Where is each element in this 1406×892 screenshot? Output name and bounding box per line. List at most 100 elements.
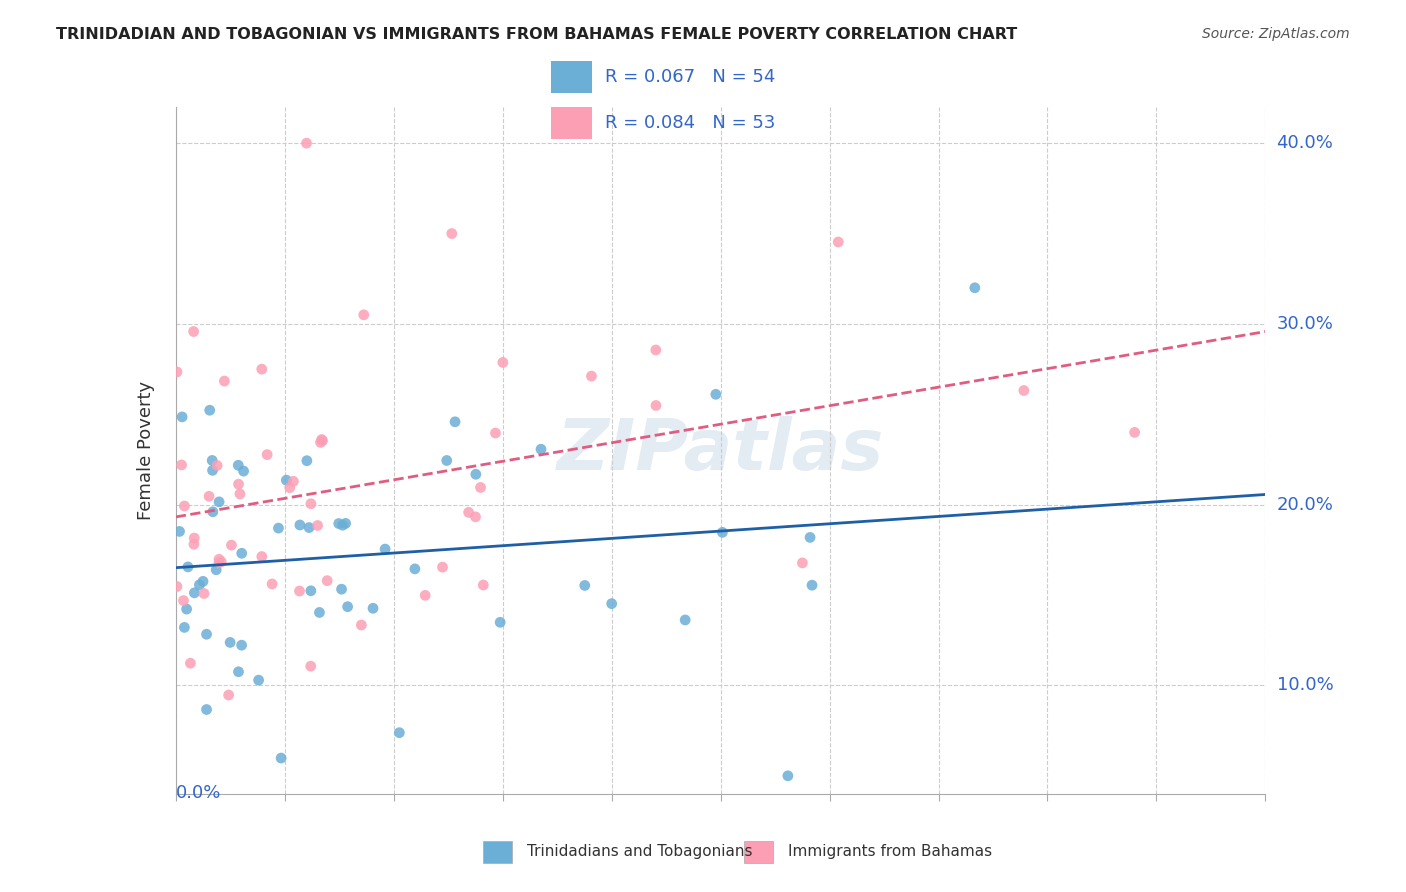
Point — [704, 387, 727, 401]
Point — [332, 518, 354, 533]
Point — [444, 415, 467, 429]
Bar — [551, 107, 592, 139]
Point — [299, 497, 322, 511]
Point — [645, 399, 668, 413]
Text: 10.0%: 10.0% — [1277, 676, 1333, 695]
Point — [827, 235, 849, 249]
Point — [247, 673, 270, 687]
Point — [484, 425, 506, 440]
Point — [299, 583, 322, 598]
Point — [470, 480, 492, 494]
Text: Trinidadians and Tobagonians: Trinidadians and Tobagonians — [527, 845, 752, 859]
Point — [413, 588, 436, 602]
Point — [440, 227, 463, 241]
Point — [201, 463, 224, 477]
Point — [208, 495, 231, 509]
Text: 40.0%: 40.0% — [1277, 134, 1333, 153]
Text: 20.0%: 20.0% — [1277, 496, 1333, 514]
Point — [288, 584, 311, 599]
Text: 0.0%: 0.0% — [176, 783, 221, 802]
Point — [218, 688, 240, 702]
Point — [335, 516, 357, 531]
Point — [176, 602, 198, 616]
Point — [963, 281, 986, 295]
Point — [374, 542, 396, 557]
Point — [201, 453, 224, 467]
Point — [208, 556, 231, 570]
Point — [208, 552, 231, 566]
Point — [183, 537, 205, 551]
Point — [250, 549, 273, 564]
Point — [231, 638, 253, 652]
Point — [464, 509, 486, 524]
Text: ZIPatlas: ZIPatlas — [557, 416, 884, 485]
Point — [311, 433, 333, 447]
Point — [316, 574, 339, 588]
Point — [198, 403, 221, 417]
Point — [195, 627, 218, 641]
Bar — [484, 841, 512, 863]
Point — [193, 586, 215, 600]
Point — [183, 531, 205, 545]
Point — [205, 563, 228, 577]
Point — [530, 442, 553, 457]
Text: 30.0%: 30.0% — [1277, 315, 1333, 333]
Point — [711, 525, 734, 540]
Point — [172, 409, 194, 424]
Point — [183, 586, 205, 600]
Point — [267, 521, 290, 535]
Point — [270, 751, 292, 765]
Point — [214, 374, 236, 388]
Point — [173, 620, 195, 634]
Point — [353, 308, 375, 322]
Point — [169, 524, 191, 539]
Point — [299, 659, 322, 673]
Point — [330, 582, 353, 597]
Point — [205, 458, 228, 473]
Point — [388, 725, 411, 739]
Point — [166, 365, 188, 379]
Point — [336, 599, 359, 614]
Point — [298, 520, 321, 534]
Point — [195, 702, 218, 716]
Point — [221, 538, 243, 552]
Point — [228, 477, 250, 491]
Point — [404, 562, 426, 576]
Point — [792, 556, 814, 570]
Point — [801, 578, 824, 592]
Point — [673, 613, 696, 627]
Point — [231, 546, 253, 560]
Point — [295, 136, 318, 151]
Point — [166, 580, 188, 594]
Point — [776, 769, 799, 783]
Point — [201, 505, 224, 519]
Point — [177, 560, 200, 574]
Text: Source: ZipAtlas.com: Source: ZipAtlas.com — [1202, 27, 1350, 41]
Point — [432, 560, 454, 574]
Point — [309, 435, 332, 450]
Point — [278, 481, 301, 495]
Point — [581, 369, 603, 384]
Text: R = 0.067   N = 54: R = 0.067 N = 54 — [605, 68, 776, 86]
Point — [188, 578, 211, 592]
Point — [229, 487, 252, 501]
Point — [179, 656, 201, 670]
Point — [464, 467, 486, 482]
Point — [295, 453, 318, 467]
Point — [436, 453, 458, 467]
Point — [276, 473, 298, 487]
Point — [191, 574, 214, 589]
Point — [183, 325, 205, 339]
Bar — [551, 61, 592, 93]
Text: Immigrants from Bahamas: Immigrants from Bahamas — [787, 845, 993, 859]
Point — [173, 593, 195, 607]
Text: TRINIDADIAN AND TOBAGONIAN VS IMMIGRANTS FROM BAHAMAS FEMALE POVERTY CORRELATION: TRINIDADIAN AND TOBAGONIAN VS IMMIGRANTS… — [56, 27, 1018, 42]
Point — [232, 464, 254, 478]
Point — [256, 448, 278, 462]
Point — [228, 665, 250, 679]
Point — [472, 578, 495, 592]
Text: R = 0.084   N = 53: R = 0.084 N = 53 — [605, 114, 776, 132]
Point — [307, 518, 329, 533]
Point — [799, 530, 821, 544]
Point — [250, 362, 273, 376]
